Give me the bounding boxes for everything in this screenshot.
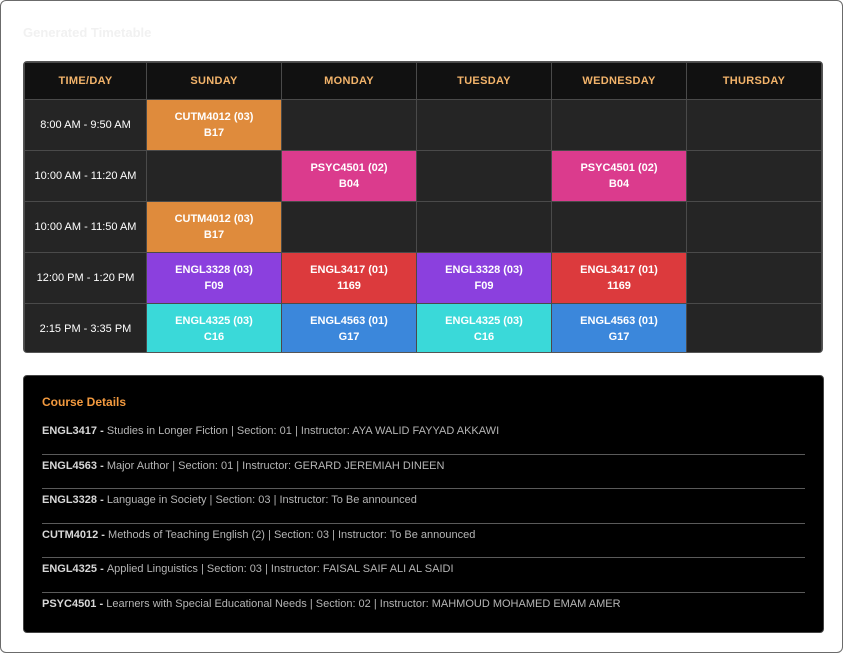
class-slot[interactable]: CUTM4012 (03) B17 [146,99,282,151]
course-separator: - [98,528,109,541]
empty-slot [281,99,417,151]
class-code: PSYC4501 (02) [310,162,388,174]
timetable-header-row: TIME/DAY SUNDAY MONDAY TUESDAY WEDNESDAY… [24,62,822,100]
course-detail-item: ENGL3417 - Studies in Longer Fiction | S… [42,420,805,455]
course-separator: - [96,597,107,610]
class-room: C16 [473,331,495,343]
class-code: ENGL4325 (03) [445,315,523,327]
class-code: ENGL4563 (01) [310,315,388,327]
class-code: PSYC4501 (02) [580,162,658,174]
course-description: Language in Society | Section: 03 | Inst… [106,494,417,507]
course-description: Studies in Longer Fiction | Section: 01 … [106,425,500,437]
class-slot[interactable]: ENGL3328 (03) F09 [146,252,282,304]
timetable-grid: TIME/DAY SUNDAY MONDAY TUESDAY WEDNESDAY… [24,62,822,352]
empty-slot [146,150,282,202]
header-wednesday: WEDNESDAY [551,62,687,100]
class-room: F09 [204,280,224,292]
class-code: ENGL3328 (03) [175,264,253,276]
course-separator: - [97,563,107,576]
class-room: B17 [203,229,225,241]
class-slot[interactable]: ENGL4325 (03) C16 [146,303,282,352]
empty-slot [551,99,687,151]
timetable-row: 12:00 PM - 1:20 PM ENGL3328 (03) F09 ENGL34… [24,252,822,304]
time-slot-label: 2:15 PM - 3:35 PM [24,303,147,352]
timetable-row: 8:00 AM - 9:50 AM CUTM4012 (03) B17 [24,99,822,151]
course-details-title: Course Details [42,395,127,409]
page-title: Generated Timetable [23,25,152,40]
course-details-panel: Course Details ENGL3417 - Studies in Lon… [23,375,824,633]
class-slot[interactable]: PSYC4501 (02) B04 [551,150,687,202]
class-room: 1169 [337,280,361,292]
header-thursday: THURSDAY [686,62,822,100]
time-slot-label: 10:00 AM - 11:20 AM [24,150,147,202]
course-code: PSYC4501 [42,597,97,610]
empty-slot [686,99,822,151]
course-separator: - [97,459,107,472]
class-code: ENGL3328 (03) [445,264,523,276]
course-code: ENGL4563 [42,459,98,472]
class-room: C16 [203,331,225,343]
timetable-row: 10:00 AM - 11:50 AM CUTM4012 (03) B17 [24,201,822,253]
empty-slot [686,201,822,253]
class-room: G17 [338,331,360,343]
class-code: CUTM4012 (03) [174,111,254,123]
header-time-day: TIME/DAY [24,62,147,100]
class-slot[interactable]: ENGL3417 (01) 1169 [551,252,687,304]
course-description: Learners with Special Educational Needs … [106,597,621,610]
course-detail-item: ENGL4325 - Applied Linguistics | Section… [42,558,805,593]
timetable-row: 2:15 PM - 3:35 PM ENGL4325 (03) C16 ENGL456… [24,303,822,352]
course-description: Major Author | Section: 01 | Instructor:… [106,459,445,472]
class-room: 1169 [607,280,631,292]
empty-slot [416,201,552,253]
empty-slot [416,150,552,202]
class-room: F09 [474,280,494,292]
timetable-row: 10:00 AM - 11:20 AM PSYC4501 (02) B04 PSYC4… [24,150,822,202]
course-detail-item: CUTM4012 - Methods of Teaching English (… [42,524,805,559]
time-slot-label: 8:00 AM - 9:50 AM [24,99,147,151]
course-description: Methods of Teaching English (2) | Sectio… [108,528,476,541]
class-slot[interactable]: CUTM4012 (03) B17 [146,201,282,253]
header-tuesday: TUESDAY [416,62,552,100]
course-code: ENGL4325 [42,563,98,576]
class-slot[interactable]: PSYC4501 (02) B04 [281,150,417,202]
class-room: G17 [608,331,630,343]
course-code: ENGL3328 [42,494,98,507]
empty-slot [551,201,687,253]
class-slot[interactable]: ENGL4563 (01) G17 [551,303,687,352]
header-monday: MONDAY [281,62,417,100]
course-detail-item: PSYC4501 - Learners with Special Educati… [42,593,805,628]
course-separator: - [97,494,107,507]
class-room: B17 [203,127,225,139]
empty-slot [686,303,822,352]
class-code: ENGL3417 (01) [310,264,388,276]
header-sunday: SUNDAY [146,62,282,100]
class-code: CUTM4012 (03) [174,213,254,225]
class-slot[interactable]: ENGL3328 (03) F09 [416,252,552,304]
course-detail-item: ENGL3328 - Language in Society | Section… [42,489,805,524]
course-code: CUTM4012 [42,528,99,541]
course-description: Applied Linguistics | Section: 03 | Inst… [106,563,454,576]
class-room: B04 [338,178,360,190]
empty-slot [686,252,822,304]
timetable-body: 8:00 AM - 9:50 AM CUTM4012 (03) B17 10:00 A… [24,99,822,352]
timetable: TIME/DAY SUNDAY MONDAY TUESDAY WEDNESDAY… [23,61,823,353]
class-slot[interactable]: ENGL4325 (03) C16 [416,303,552,352]
course-code: ENGL3417 [42,425,98,437]
time-slot-label: 12:00 PM - 1:20 PM [24,252,147,304]
class-code: ENGL4325 (03) [175,315,253,327]
class-code: ENGL4563 (01) [580,315,658,327]
class-code: ENGL3417 (01) [580,264,658,276]
empty-slot [686,150,822,202]
course-details-list: ENGL3417 - Studies in Longer Fiction | S… [42,420,805,628]
course-separator: - [97,425,107,437]
time-slot-label: 10:00 AM - 11:50 AM [24,201,147,253]
class-room: B04 [608,178,630,190]
empty-slot [281,201,417,253]
course-detail-item: ENGL4563 - Major Author | Section: 01 | … [42,455,805,490]
empty-slot [416,99,552,151]
class-slot[interactable]: ENGL4563 (01) G17 [281,303,417,352]
class-slot[interactable]: ENGL3417 (01) 1169 [281,252,417,304]
